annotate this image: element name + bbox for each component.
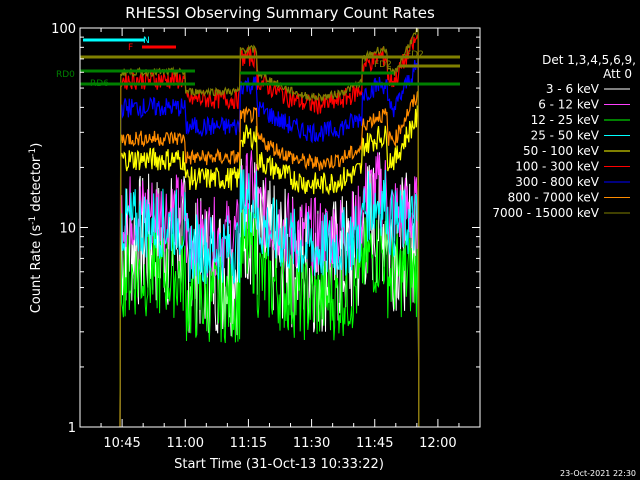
legend-label-8: 800 - 7000 keV <box>508 191 600 205</box>
x-tick-label-4: 11:30 <box>293 436 330 451</box>
series-line-7 <box>119 58 420 428</box>
series-line-3 <box>119 208 420 428</box>
series-line-6 <box>119 34 420 428</box>
legend-label-7: 300 - 800 keV <box>515 175 599 189</box>
x-axis-label: Start Time (31-Oct-13 10:33:22) <box>174 457 384 472</box>
y-axis-label: Count Rate (s-1 detector-1) <box>28 143 44 314</box>
x-tick-label-3: 11:15 <box>230 436 267 451</box>
y-axis-label-close: ) <box>29 143 44 148</box>
legend-label-4: 25 - 50 keV <box>531 129 600 143</box>
axis-ticks: 10:45 11:00 11:15 11:30 11:45 12:00 1 10 100 <box>51 22 480 451</box>
y-axis-label-sup: -1 <box>28 216 38 225</box>
series-line-4 <box>119 165 420 428</box>
y-axis-label-sup2: -1 <box>28 148 38 157</box>
flag-label-3: RD0 <box>56 70 75 80</box>
flag-label-1: N <box>143 36 150 46</box>
x-tick-label-2: 11:00 <box>167 436 204 451</box>
y-axis-label-main: Count Rate (s <box>29 225 44 314</box>
legend-header-line-2: Att 0 <box>603 67 632 81</box>
legend-label-2: 6 - 12 keV <box>538 98 600 112</box>
y-tick-label-3: 100 <box>51 22 76 37</box>
flag-label-4: RD6 <box>90 79 109 89</box>
legend-label-5: 50 - 100 keV <box>523 144 600 158</box>
flag-label-6: FD2 <box>374 60 392 70</box>
legend-header-line-1: Det 1,3,4,5,6,9, <box>542 53 636 67</box>
flag-label-2: F <box>128 43 133 53</box>
y-tick-label-2: 10 <box>59 222 76 237</box>
plot-content: NF RD0 RD6 FD2 FD2 <box>56 26 460 428</box>
flag-label-5: FD2 <box>406 50 424 60</box>
x-tick-label-1: 10:45 <box>103 436 140 451</box>
timestamp: 23-Oct-2021 22:30 <box>560 469 636 478</box>
legend-label-9: 7000 - 15000 keV <box>492 206 599 220</box>
chart-title: RHESSI Observing Summary Count Rates <box>125 4 435 22</box>
y-axis-label-tail: detector <box>29 156 44 216</box>
legend-label-1: 3 - 6 keV <box>546 82 600 96</box>
y-tick-label-1: 1 <box>68 421 76 436</box>
legend-label-6: 100 - 300 keV <box>515 160 599 174</box>
legend-label-3: 12 - 25 keV <box>531 113 600 127</box>
series-line-8 <box>119 89 420 428</box>
series-line-5 <box>119 104 420 428</box>
x-tick-label-5: 11:45 <box>356 436 393 451</box>
x-tick-label-6: 12:00 <box>419 436 456 451</box>
